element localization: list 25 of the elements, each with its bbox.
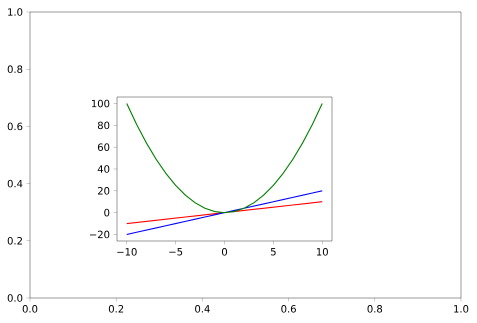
- y-tick-label: −20: [90, 230, 110, 238]
- x-tick-label: −10: [117, 248, 137, 256]
- x-tick-label: 5: [270, 248, 276, 256]
- y-tick-label: 0.2: [8, 237, 22, 245]
- x-tick-label: 1.0: [454, 305, 468, 313]
- x-tick-label: 0.4: [195, 305, 210, 313]
- x-tick-label: 0: [222, 248, 228, 256]
- y-tick-label: 1.0: [8, 8, 22, 16]
- y-tick-label: 40: [98, 165, 110, 173]
- y-tick-label: 0: [104, 208, 110, 216]
- y-tick-label: 0.0: [8, 294, 22, 302]
- y-tick-label: 60: [98, 143, 110, 151]
- y-tick-label: 0.6: [8, 122, 22, 130]
- y-tick-label: 0.4: [8, 180, 22, 188]
- y-tick-label: 20: [98, 187, 110, 195]
- x-tick-label: 0.8: [368, 305, 382, 313]
- y-tick-label: 100: [92, 100, 110, 108]
- y-tick-label: 0.8: [8, 65, 22, 73]
- x-tick-label: 0.6: [281, 305, 296, 313]
- x-tick-label: 10: [316, 248, 328, 256]
- line-series: [126, 102, 323, 214]
- x-tick-label: −5: [169, 248, 182, 256]
- x-tick-label: 0.0: [22, 305, 38, 313]
- y-tick-label: 80: [98, 122, 110, 130]
- x-tick-label: 0.2: [108, 305, 124, 313]
